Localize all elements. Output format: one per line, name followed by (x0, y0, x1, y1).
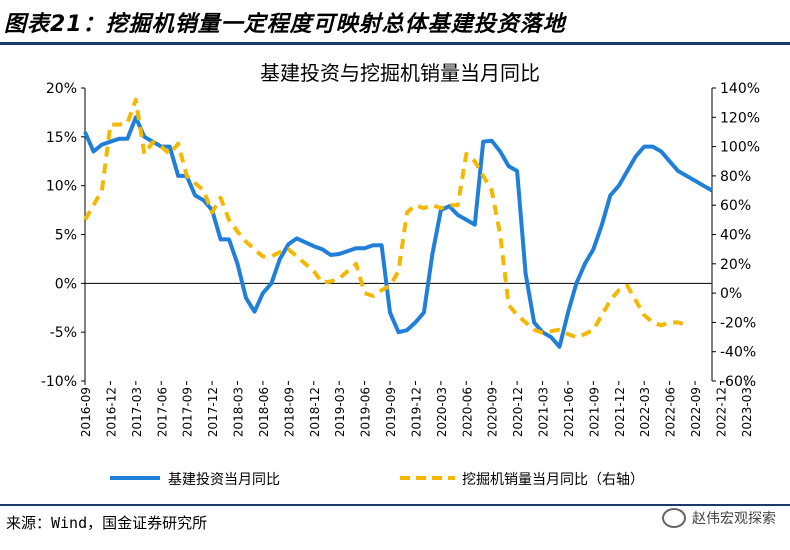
watermark-text: 赵伟宏观探索 (692, 511, 776, 527)
chart-title: 基建投资与挖掘机销量当月同比 (260, 61, 540, 85)
x-tick-label: 2018-03 (232, 387, 246, 437)
x-tick-label: 2016-09 (79, 387, 93, 437)
x-tick-label: 2017-09 (181, 387, 195, 437)
x-tick-label: 2021-12 (613, 387, 627, 437)
right-tick-label: 60% (720, 198, 751, 214)
x-tick-label: 2020-09 (486, 387, 500, 437)
right-tick-label: -20% (720, 315, 756, 331)
left-tick-label: 15% (46, 130, 77, 146)
series-line-0 (83, 115, 713, 349)
x-tick-label: 2019-03 (333, 387, 347, 437)
x-tick-label: 2021-09 (587, 387, 601, 437)
left-tick-label: -10% (41, 374, 77, 390)
bottom-rule (0, 504, 790, 506)
right-tick-label: 20% (720, 257, 751, 273)
x-tick-label: 2018-06 (257, 387, 271, 437)
right-tick-label: 120% (720, 110, 760, 126)
x-tick-label: 2022-12 (714, 387, 728, 437)
right-tick-label: -40% (720, 345, 756, 361)
legend: 基建投资当月同比 挖掘机销量当月同比（右轴） (110, 471, 644, 488)
right-tick-label: 0% (720, 286, 742, 302)
x-tick-label: 2022-09 (689, 387, 703, 437)
chart: 基建投资与挖掘机销量当月同比 -10%-5%0%5%10%15%20%-60%-… (41, 61, 760, 488)
x-tick-label: 2019-12 (409, 387, 423, 437)
series-line-1 (83, 97, 688, 340)
wechat-icon (662, 508, 686, 528)
x-tick-label: 2017-06 (155, 387, 169, 437)
left-tick-label: 20% (46, 81, 77, 97)
x-tick-label: 2022-03 (638, 387, 652, 437)
axes: -10% -5% 0% 5% 10% 15% 20% -60% -40% -20% 0% 20% 40%… (41, 81, 760, 437)
legend-label-1: 挖掘机销量当月同比（右轴） (462, 472, 644, 488)
right-tick-label: 140% (720, 81, 760, 97)
x-tick-label: 2017-03 (130, 387, 144, 437)
x-tick-label: 2020-06 (460, 387, 474, 437)
x-tick-label: 2020-12 (511, 387, 525, 437)
top-rule (0, 42, 790, 45)
x-tick-label: 2017-12 (206, 387, 220, 437)
right-tick-label: 40% (720, 228, 751, 244)
left-tick-label: 0% (55, 276, 77, 292)
left-tick-label: 10% (46, 179, 77, 195)
x-tick-label: 2023-03 (740, 387, 754, 437)
series-lines (83, 97, 713, 349)
x-tick-label: 2018-09 (282, 387, 296, 437)
right-tick-label: 80% (720, 169, 751, 185)
left-tick-label: 5% (55, 228, 77, 244)
figure-title: 图表21：挖掘机销量一定程度可映射总体基建投资落地 (4, 12, 566, 37)
x-tick-label: 2019-09 (384, 387, 398, 437)
x-tick-label: 2021-03 (537, 387, 551, 437)
x-tick-label: 2020-03 (435, 387, 449, 437)
source-note: 来源：Wind，国金证券研究所 (6, 514, 208, 532)
right-tick-label: 100% (720, 140, 760, 156)
x-tick-label: 2019-06 (359, 387, 373, 437)
watermark: 赵伟宏观探索 (662, 508, 776, 528)
x-tick-label: 2018-12 (308, 387, 322, 437)
left-tick-label: -5% (50, 325, 77, 341)
x-tick-label: 2016-12 (104, 387, 118, 437)
right-tick-label: -60% (720, 374, 756, 390)
legend-label-0: 基建投资当月同比 (168, 471, 280, 488)
x-tick-label: 2021-06 (562, 387, 576, 437)
x-tick-label: 2022-06 (664, 387, 678, 437)
